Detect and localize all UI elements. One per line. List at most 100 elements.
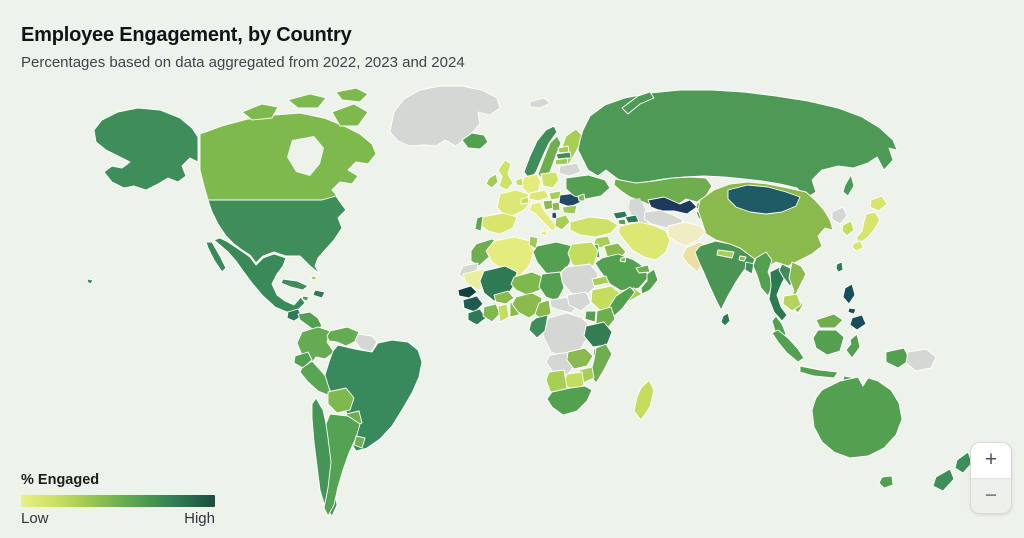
country-ukraine[interactable] xyxy=(565,174,611,200)
country-chad[interactable] xyxy=(538,271,565,302)
country-madagascar[interactable] xyxy=(633,379,655,421)
country-zambia[interactable] xyxy=(566,347,594,370)
country-ghana[interactable] xyxy=(497,303,510,323)
country-sierra-leone-liberia[interactable] xyxy=(467,308,487,326)
country-switzerland[interactable] xyxy=(520,196,530,205)
country-canada-arctic-2[interactable] xyxy=(287,93,327,109)
country-italy[interactable] xyxy=(528,201,558,232)
country-serbia[interactable] xyxy=(551,201,561,212)
country-japan-kyushu[interactable] xyxy=(851,240,864,252)
country-malaysia-borneo[interactable] xyxy=(815,313,844,329)
country-papua-new-guinea[interactable] xyxy=(905,348,937,372)
country-poland[interactable] xyxy=(540,171,560,189)
country-mexico-baja[interactable] xyxy=(205,241,227,273)
country-iceland[interactable] xyxy=(461,132,489,150)
country-gabon-congo[interactable] xyxy=(528,314,549,339)
country-south-korea[interactable] xyxy=(841,220,855,237)
country-spain[interactable] xyxy=(478,212,518,235)
country-canada-arctic-3[interactable] xyxy=(335,87,369,103)
country-oman[interactable] xyxy=(640,268,659,295)
country-turkey[interactable] xyxy=(569,216,619,238)
country-taiwan[interactable] xyxy=(835,261,844,273)
country-united-kingdom[interactable] xyxy=(497,159,514,191)
country-nepal[interactable] xyxy=(716,249,735,259)
country-indonesia-west-papua[interactable] xyxy=(885,347,911,369)
country-usa-hawaii[interactable] xyxy=(86,278,94,285)
country-usa[interactable] xyxy=(207,195,347,275)
country-jamaica[interactable] xyxy=(301,295,310,302)
country-ivory-coast[interactable] xyxy=(482,303,501,323)
country-guatemala[interactable] xyxy=(286,308,303,322)
country-kuwait[interactable] xyxy=(619,256,627,263)
country-latvia[interactable] xyxy=(555,151,572,160)
country-indonesia-java[interactable] xyxy=(799,365,839,379)
country-bhutan[interactable] xyxy=(738,255,747,262)
country-south-sudan[interactable] xyxy=(566,291,592,312)
country-uruguay[interactable] xyxy=(353,435,366,449)
zoom-out-button[interactable]: − xyxy=(971,477,1011,513)
country-italy-sicily[interactable] xyxy=(540,230,549,237)
country-uae-qatar[interactable] xyxy=(635,264,651,274)
country-russia-novaya-zemlya[interactable] xyxy=(621,91,655,115)
country-armenia[interactable] xyxy=(617,218,627,226)
country-moldova[interactable] xyxy=(577,193,586,202)
country-indonesia-kalimantan[interactable] xyxy=(812,329,845,356)
country-new-zealand-north[interactable] xyxy=(954,451,973,474)
country-uganda[interactable] xyxy=(584,310,597,323)
country-canada-arctic-1[interactable] xyxy=(241,103,279,121)
zoom-in-button[interactable]: + xyxy=(971,443,1011,478)
country-south-africa[interactable] xyxy=(546,385,593,416)
country-bulgaria[interactable] xyxy=(561,204,578,215)
country-australia-tasmania[interactable] xyxy=(878,475,894,489)
country-china[interactable] xyxy=(697,181,834,269)
country-france[interactable] xyxy=(496,189,532,218)
country-senegal[interactable] xyxy=(457,285,478,299)
country-mexico[interactable] xyxy=(213,237,306,313)
country-guinea[interactable] xyxy=(462,295,484,313)
country-iran[interactable] xyxy=(617,221,671,261)
country-algeria[interactable] xyxy=(485,236,535,278)
country-indonesia-sulawesi[interactable] xyxy=(845,333,861,359)
country-eritrea[interactable] xyxy=(591,275,610,287)
country-nigeria[interactable] xyxy=(511,292,543,319)
country-saudi-arabia[interactable] xyxy=(594,253,650,293)
country-philippines-mindanao[interactable] xyxy=(849,314,867,331)
country-philippines-luzon[interactable] xyxy=(842,283,856,305)
country-azerbaijan[interactable] xyxy=(624,214,640,224)
country-portugal[interactable] xyxy=(474,215,484,232)
country-svalbard[interactable] xyxy=(529,97,551,109)
country-burkina-faso[interactable] xyxy=(493,290,515,305)
country-mongolia[interactable] xyxy=(727,184,801,215)
country-north-korea[interactable] xyxy=(831,206,848,225)
country-sri-lanka[interactable] xyxy=(720,312,731,327)
country-greenland[interactable] xyxy=(389,85,501,147)
country-bolivia[interactable] xyxy=(327,387,355,414)
country-japan-hokkaido[interactable] xyxy=(869,195,888,212)
country-brazil[interactable] xyxy=(324,339,423,452)
country-russia-sakhalin[interactable] xyxy=(842,174,855,197)
country-bangladesh[interactable] xyxy=(744,261,755,275)
country-argentina[interactable] xyxy=(323,413,361,517)
country-new-zealand-south[interactable] xyxy=(932,468,955,492)
country-russia[interactable] xyxy=(577,89,898,199)
country-niger[interactable] xyxy=(510,271,545,296)
country-bahamas[interactable] xyxy=(310,275,318,281)
country-lithuania[interactable] xyxy=(554,157,569,166)
country-australia[interactable] xyxy=(811,376,903,459)
country-cambodia[interactable] xyxy=(782,293,802,312)
country-belarus[interactable] xyxy=(558,162,582,177)
country-cuba[interactable] xyxy=(280,278,309,291)
country-japan-honshu[interactable] xyxy=(855,211,881,244)
country-philippines-visayas[interactable] xyxy=(847,307,857,315)
country-canada-baffin[interactable] xyxy=(331,103,369,127)
country-hispaniola[interactable] xyxy=(312,289,326,299)
country-usa-alaska[interactable] xyxy=(93,107,199,191)
country-afghanistan[interactable] xyxy=(667,221,707,247)
country-czech-austria[interactable] xyxy=(528,189,550,202)
country-greece[interactable] xyxy=(554,214,571,231)
country-mozambique[interactable] xyxy=(589,343,613,384)
country-benelux[interactable] xyxy=(515,177,524,187)
country-ireland[interactable] xyxy=(485,173,499,189)
country-indonesia-sumatra[interactable] xyxy=(771,329,805,363)
